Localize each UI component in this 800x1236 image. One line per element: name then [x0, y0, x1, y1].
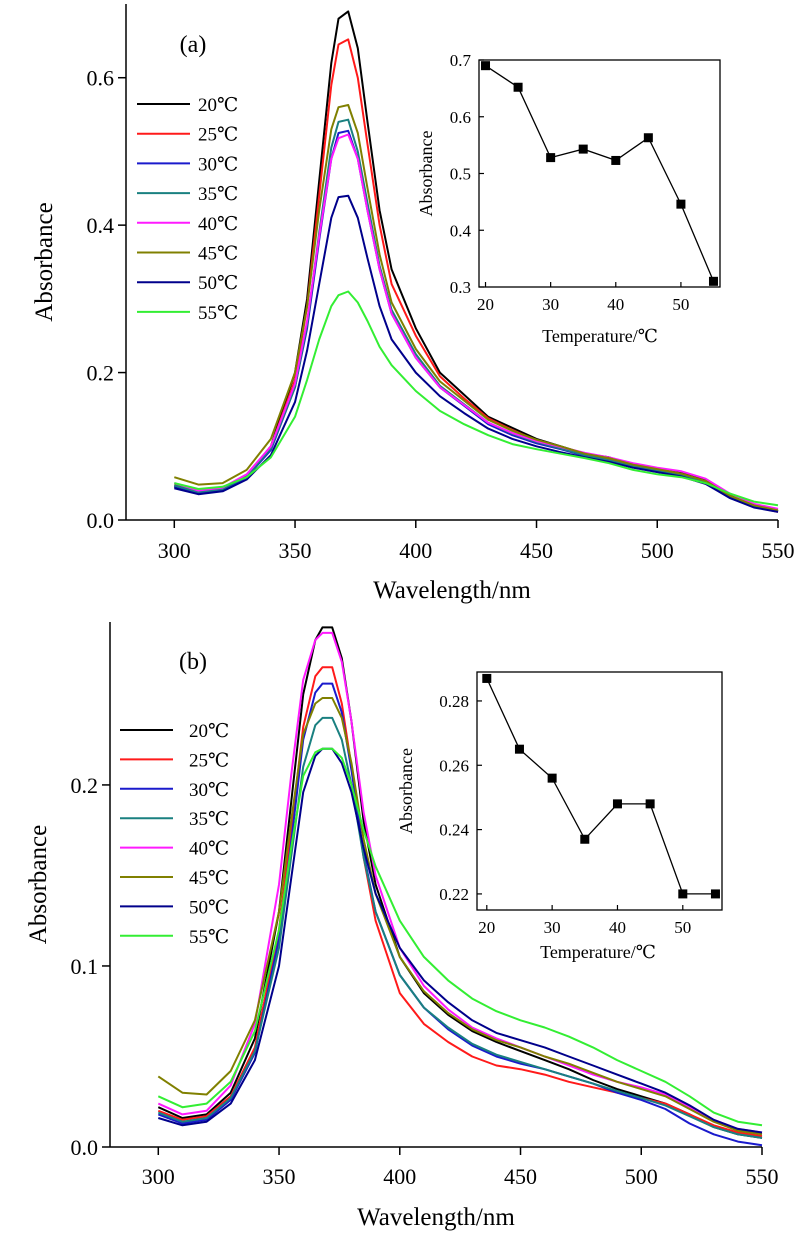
x-tick-label: 450: [520, 538, 553, 563]
inset-point: [678, 889, 688, 899]
legend-entry: 35℃: [189, 809, 229, 830]
series-line-7: [157, 747, 763, 1127]
inset-x-tick-label: 40: [607, 295, 624, 314]
inset-frame: [478, 59, 721, 288]
legend-entry: 25℃: [189, 750, 229, 771]
y-tick-label: 0.2: [87, 361, 115, 386]
inset-point: [708, 276, 718, 286]
inset-point: [514, 744, 524, 754]
panel-label: (a): [180, 32, 207, 58]
legend-entry: 50℃: [198, 273, 238, 294]
panel-a: 300 350 400 450 500 550 0.0 0.2 0.4 0.6 Wavelength…: [31, 4, 795, 604]
x-tick-label: 500: [641, 538, 674, 563]
inset-x-axis-title: Temperature/℃: [540, 942, 656, 962]
inset-y-axis-title: Absorbance: [416, 131, 436, 217]
y-tick-label: 0.4: [87, 213, 115, 238]
legend-entry: 30℃: [198, 154, 238, 175]
inset-point: [676, 199, 686, 209]
legend-entry: 30℃: [189, 780, 229, 801]
inset-y-tick-label: 0.26: [439, 756, 469, 775]
inset-x-tick-label: 50: [672, 295, 689, 314]
inset-y-tick-label: 0.22: [439, 885, 469, 904]
inset-y-tick-label: 0.28: [439, 692, 469, 711]
legend-entry: 20℃: [189, 721, 229, 742]
series-line-3: [174, 118, 779, 513]
inset-y-tick-label: 0.24: [439, 821, 469, 840]
inset-x-tick-label: 30: [544, 918, 561, 937]
inset-y-axis-title: Absorbance: [396, 748, 416, 834]
legend-entry: 25℃: [198, 125, 238, 146]
legend-entry: 50℃: [189, 897, 229, 918]
inset-point: [481, 61, 491, 71]
inset-point: [482, 673, 492, 683]
legend-entry: 45℃: [198, 244, 238, 265]
inset-y-tick-label: 0.6: [450, 108, 471, 127]
inset-x-tick-label: 20: [477, 295, 494, 314]
legend-entry: 35℃: [198, 184, 238, 205]
panel-label: (b): [179, 649, 207, 675]
inset-point: [710, 889, 720, 899]
panel-b: 300 350 400 450 500 550 0.0 0.1 0.2 Wavelength/nm…: [25, 622, 779, 1231]
x-axis-title: Wavelength/nm: [357, 1204, 515, 1231]
y-tick-label: 0.2: [71, 773, 99, 798]
inset-point: [643, 133, 653, 143]
inset-line: [485, 65, 715, 282]
series-line-3: [157, 716, 763, 1139]
legend-entry: 40℃: [189, 839, 229, 860]
inset-point: [547, 773, 557, 783]
series-line-1: [174, 38, 779, 513]
y-tick-label: 0.6: [87, 66, 115, 91]
legend-entry: 55℃: [189, 927, 229, 948]
inset-x-tick-label: 40: [609, 918, 626, 937]
inset-point: [611, 155, 621, 165]
legend-entry: 55℃: [198, 303, 238, 324]
inset-point: [578, 144, 588, 154]
x-tick-label: 550: [746, 1164, 779, 1189]
inset-y-tick-label: 0.7: [450, 51, 472, 70]
y-axis-title: Absorbance: [31, 202, 58, 321]
series-line-7: [174, 290, 779, 507]
series-line-6: [158, 747, 763, 1134]
x-tick-label: 350: [263, 1164, 296, 1189]
inset-point: [645, 799, 655, 809]
x-tick-label: 400: [383, 1164, 416, 1189]
x-tick-label: 450: [504, 1164, 537, 1189]
series-line-5: [157, 697, 763, 1136]
y-tick-label: 0.0: [87, 508, 115, 533]
inset-y-tick-label: 0.5: [450, 165, 471, 184]
inset-line: [486, 678, 716, 895]
inset-y-tick-label: 0.3: [450, 278, 471, 297]
x-tick-label: 300: [142, 1164, 175, 1189]
inset-point: [546, 153, 556, 163]
inset-point: [612, 799, 622, 809]
series-line-5: [174, 104, 779, 512]
x-tick-label: 400: [399, 538, 432, 563]
legend-entry: 45℃: [189, 868, 229, 889]
inset-x-tick-label: 30: [542, 295, 559, 314]
legend-entry: 40℃: [198, 214, 238, 235]
series-line-2: [157, 682, 763, 1147]
y-tick-label: 0.0: [71, 1135, 99, 1160]
inset-x-tick-label: 50: [674, 918, 691, 937]
x-tick-label: 300: [158, 538, 191, 563]
x-tick-label: 350: [279, 538, 312, 563]
x-tick-label: 500: [625, 1164, 658, 1189]
y-tick-label: 0.1: [71, 954, 99, 979]
inset-frame: [476, 671, 723, 911]
x-axis-title: Wavelength/nm: [373, 577, 531, 604]
series-line-6: [174, 194, 779, 513]
inset-y-tick-label: 0.4: [450, 221, 472, 240]
series-line-4: [174, 133, 779, 510]
inset-x-axis-title: Temperature/℃: [542, 326, 658, 346]
inset-point: [580, 834, 590, 844]
y-axis-title: Absorbance: [25, 825, 52, 944]
legend-entry: 20℃: [198, 95, 238, 116]
inset-point: [513, 82, 523, 92]
inset-x-tick-label: 20: [478, 918, 495, 937]
x-tick-label: 550: [762, 538, 795, 563]
series-line-0: [174, 10, 779, 513]
inset-chart: 20 30 40 50 0.3 0.4 0.5 0.6 0.7 Temperature/℃ Abso…: [416, 51, 721, 346]
inset-chart: 20 30 40 50 0.22 0.24 0.26 0.28 Temperature/℃ Abs…: [396, 671, 723, 962]
